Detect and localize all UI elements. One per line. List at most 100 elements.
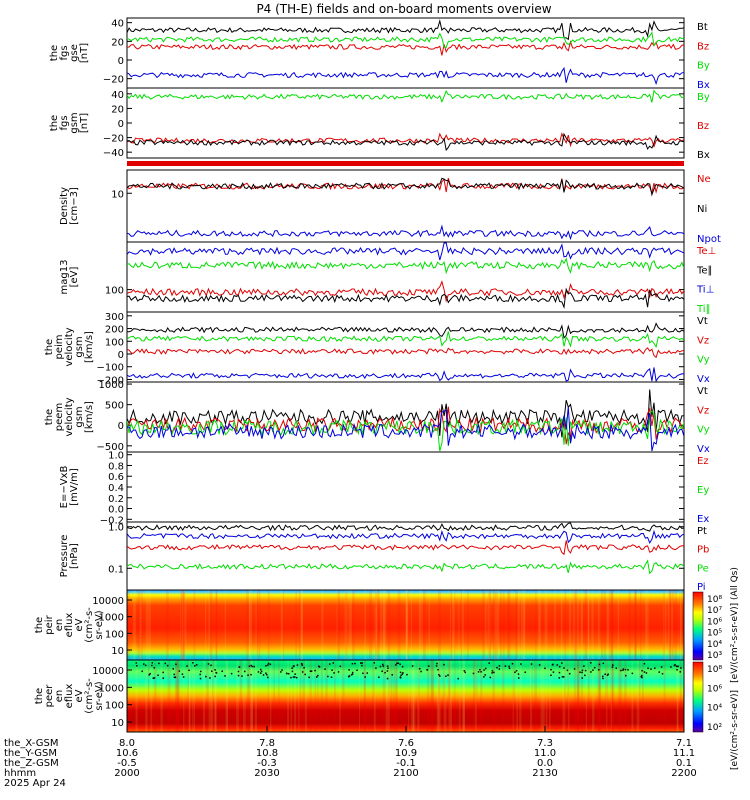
ytick-label: 0 <box>118 421 124 432</box>
spectrogram-streak <box>321 590 324 660</box>
noise-dot <box>677 665 679 668</box>
spectrogram-streak <box>496 590 500 660</box>
noise-dot <box>445 675 447 678</box>
spectrogram-streak <box>605 660 608 732</box>
noise-dot <box>214 675 216 678</box>
spectrogram-streak <box>587 660 590 732</box>
noise-dot <box>493 671 495 674</box>
spectrogram-streak <box>671 590 673 660</box>
noise-dot <box>439 675 441 677</box>
spectrogram-streak <box>474 660 477 732</box>
spectrogram-streak <box>608 590 611 660</box>
noise-dot <box>583 665 585 667</box>
noise-dot <box>384 671 386 674</box>
noise-dot <box>366 672 369 674</box>
spectrogram-streak <box>249 590 253 660</box>
spectrogram-streak <box>458 660 461 732</box>
noise-dot <box>581 677 584 679</box>
noise-dot <box>641 674 643 677</box>
noise-dot <box>643 671 646 673</box>
spectrogram-streak <box>300 590 303 660</box>
noise-dot <box>488 662 491 664</box>
spectrogram-streak <box>515 590 519 660</box>
spectrogram-streak <box>428 590 430 660</box>
legend-Pt: Pt <box>697 526 707 537</box>
noise-dot <box>259 668 262 671</box>
noise-dot <box>286 672 288 675</box>
panel-frame <box>126 451 685 523</box>
noise-dot <box>153 667 156 669</box>
spectrogram-streak <box>184 590 187 660</box>
noise-dot <box>153 677 156 679</box>
noise-dot <box>324 668 326 670</box>
series-line-Te∥ <box>127 287 684 310</box>
noise-dot <box>625 674 627 677</box>
ylabel-line: gsm <box>69 112 80 133</box>
spectrogram-streak <box>619 660 623 732</box>
noise-dot <box>504 665 507 667</box>
ylabel-line: the <box>49 115 60 131</box>
series-line-Bt <box>127 19 684 41</box>
spectrogram-streak <box>675 590 678 660</box>
spectrogram-streak <box>430 660 433 732</box>
spectrogram-streak <box>674 590 676 660</box>
noise-dot <box>247 674 249 676</box>
spectrogram-streak <box>255 590 257 660</box>
ylabel-line: [nT] <box>79 43 90 63</box>
spectrogram-streak <box>448 660 451 732</box>
ytick-label: 1000 <box>99 380 124 391</box>
ylabel-line: the <box>34 688 45 704</box>
series-line-Vt <box>127 389 684 438</box>
noise-dot <box>650 668 652 670</box>
noise-dot <box>269 663 272 666</box>
noise-dot <box>253 665 255 668</box>
spectrogram-streak <box>577 660 581 732</box>
spectrogram-streak <box>408 660 410 732</box>
noise-dot <box>584 669 587 672</box>
spectrogram-streak <box>410 590 413 660</box>
spectrogram-streak <box>248 590 251 660</box>
noise-dot <box>266 673 268 676</box>
legend-Pb: Pb <box>697 545 709 556</box>
spectrogram-streak <box>467 590 469 660</box>
noise-dot <box>590 671 592 673</box>
colorbar-tick: 10⁴ <box>707 640 722 650</box>
ytick-label: 10 <box>111 718 124 729</box>
ytick-label: 10000 <box>92 596 124 607</box>
ytick-label: 1000 <box>99 683 124 694</box>
spectrogram-streak <box>413 660 416 732</box>
legend-Npot: Npot <box>697 234 721 245</box>
spectrogram-streak <box>484 590 487 660</box>
spectrogram-streak <box>372 660 375 732</box>
noise-dot <box>463 670 466 672</box>
spectrogram-streak <box>450 590 453 660</box>
xaxis-value: 2200 <box>671 768 696 779</box>
spectrogram-streak <box>147 660 150 732</box>
panel-temperature: mag13 [eV] 100 Te⊥ Te∥ Ti⊥ Ti∥ <box>59 241 716 315</box>
noise-dot <box>508 667 511 669</box>
noise-dot <box>418 668 421 670</box>
noise-dot <box>331 669 333 671</box>
noise-dot <box>397 662 400 664</box>
noise-dot <box>558 665 561 668</box>
spectrogram-streak <box>507 590 510 660</box>
ytick-label: 40 <box>111 90 124 101</box>
spectrogram-streak <box>482 590 486 660</box>
spectrogram-streak <box>494 590 497 660</box>
spectrogram-streak <box>502 590 505 660</box>
spectrogram-streak <box>422 590 426 660</box>
noise-dot <box>437 668 439 671</box>
noise-dot <box>399 671 402 674</box>
spectrogram-streak <box>671 590 674 660</box>
noise-dot <box>641 669 643 672</box>
noise-dot <box>464 671 466 674</box>
xaxis-row-label: the_Y-GSM <box>4 748 57 759</box>
noise-dot <box>143 663 145 665</box>
noise-dot <box>590 662 592 664</box>
panel-peir-spectrogram: the peir en eflux eV (cm²-s-sr-eV) 10000 1000 10… <box>34 589 685 661</box>
spectrogram-streak <box>317 660 319 732</box>
ytick-label: 0.0 <box>108 505 124 516</box>
spectrogram-streak <box>542 660 545 732</box>
ytick-label: 0 <box>118 350 124 361</box>
spectrogram-streak <box>182 590 185 660</box>
